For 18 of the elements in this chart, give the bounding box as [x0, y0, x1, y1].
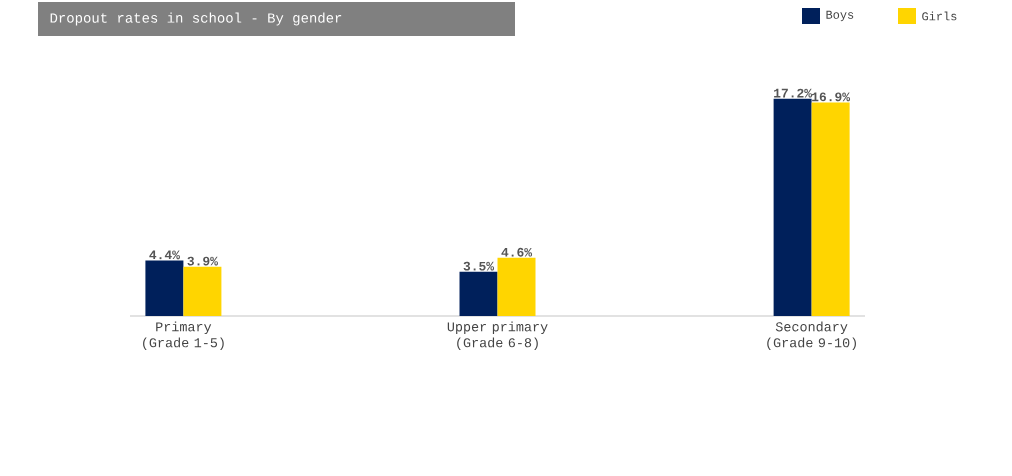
bar [183, 266, 222, 316]
data-label: 4.4% [149, 250, 180, 260]
legend-label: Girls [922, 11, 957, 21]
bar [497, 257, 536, 316]
data-label: 3.5% [463, 261, 495, 271]
legend-label: Boys [826, 10, 854, 22]
x-tick-label: Primary (Grade 1-5) [143, 321, 224, 350]
x-tick-label: Secondary (Grade 9-10) [767, 321, 856, 350]
bar [811, 102, 850, 316]
chart-title: Dropout rates in school - By gender [50, 12, 342, 26]
data-label: 17.2% [774, 88, 813, 98]
data-label: 4.6% [501, 247, 533, 257]
bar [459, 271, 498, 316]
data-label: 3.9% [187, 256, 218, 266]
data-label: 16.9% [812, 92, 851, 102]
bar [145, 260, 184, 316]
x-tick-label: Upper primary (Grade 6-8) [447, 321, 548, 350]
bar [773, 98, 812, 316]
